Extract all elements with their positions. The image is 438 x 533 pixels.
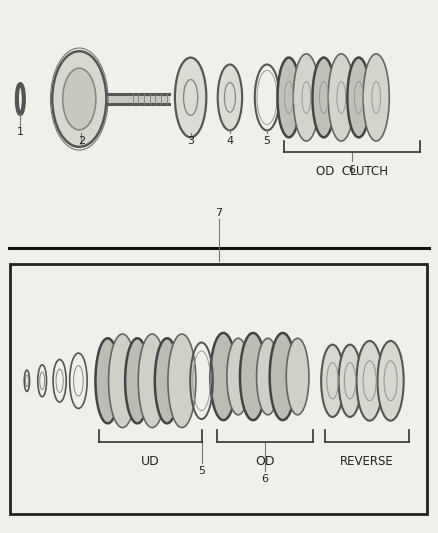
Text: 4: 4 [226,136,233,146]
Ellipse shape [109,334,137,427]
Ellipse shape [270,333,296,420]
Ellipse shape [347,58,370,138]
Ellipse shape [378,341,404,421]
Ellipse shape [218,64,242,131]
Bar [11,264,427,514]
Ellipse shape [210,333,237,420]
Text: 1: 1 [17,127,24,137]
Ellipse shape [357,341,383,421]
Ellipse shape [95,338,120,423]
Ellipse shape [293,54,319,141]
Ellipse shape [257,338,279,415]
Ellipse shape [125,338,150,423]
Text: 6: 6 [349,165,356,175]
Ellipse shape [278,58,300,138]
Text: REVERSE: REVERSE [340,455,394,468]
Ellipse shape [52,51,106,147]
Ellipse shape [312,58,335,138]
Ellipse shape [339,345,361,417]
Ellipse shape [363,54,389,141]
Text: 7: 7 [215,207,223,217]
Ellipse shape [328,54,354,141]
Text: 5: 5 [198,466,205,476]
Text: OD: OD [255,455,275,468]
Ellipse shape [155,338,179,423]
Ellipse shape [175,58,206,138]
Text: 6: 6 [261,474,268,484]
Ellipse shape [321,345,344,417]
Ellipse shape [240,333,266,420]
Ellipse shape [227,338,250,415]
Text: 5: 5 [264,136,271,146]
Ellipse shape [168,334,196,427]
Text: 3: 3 [187,136,194,146]
Ellipse shape [286,338,309,415]
Text: 2: 2 [78,136,85,146]
Text: OD  CLUTCH: OD CLUTCH [316,165,388,179]
Ellipse shape [138,334,166,427]
Ellipse shape [63,68,96,130]
Text: UD: UD [141,455,159,468]
